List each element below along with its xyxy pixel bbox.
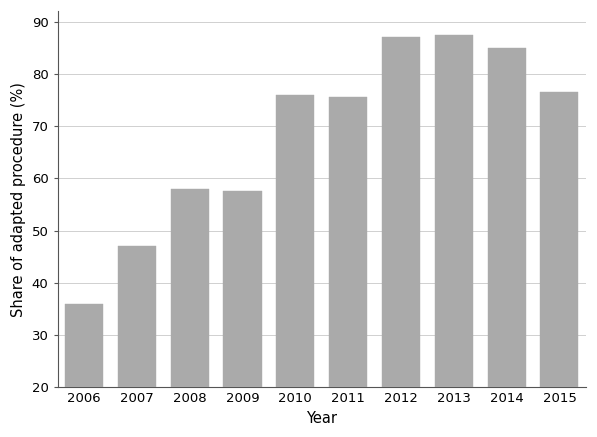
Bar	[382, 37, 420, 388]
Bar	[435, 35, 473, 388]
Bar	[329, 97, 367, 388]
Bar	[540, 92, 578, 388]
Bar	[65, 304, 103, 388]
Bar	[223, 191, 261, 388]
Bar	[171, 189, 209, 388]
Bar	[488, 48, 526, 388]
Y-axis label: Share of adapted procedure (%): Share of adapted procedure (%)	[11, 82, 26, 317]
X-axis label: Year: Year	[306, 411, 337, 426]
Bar	[276, 95, 315, 388]
Bar	[118, 246, 156, 388]
